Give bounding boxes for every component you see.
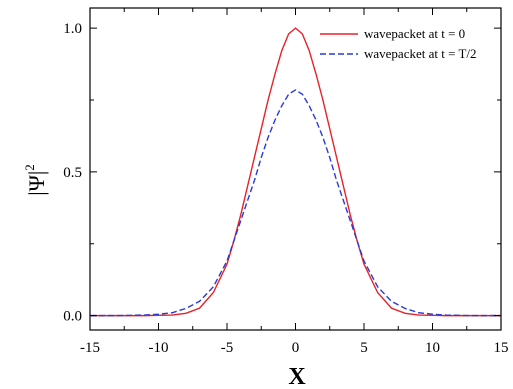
y-axis-title-group: |Ψ|2 xyxy=(22,164,49,196)
series-layer xyxy=(90,27,501,317)
series-line-2 xyxy=(90,89,501,317)
legend-label-2: wavepacket at t = T/2 xyxy=(364,46,477,61)
y-axis-title: |Ψ|2 xyxy=(22,164,49,196)
ticks-layer: -15 -10 -5 0 5 10 15 0.0 0.5 1.0 xyxy=(63,8,509,356)
y-axis-title-main: |Ψ| xyxy=(24,171,49,196)
y-tick-label: 1.0 xyxy=(63,21,82,37)
x-tick-label: -5 xyxy=(221,340,234,356)
legend-label-1: wavepacket at t = 0 xyxy=(364,26,465,41)
x-tick-label: -15 xyxy=(80,340,100,356)
x-tick-label: 15 xyxy=(494,340,509,356)
y-tick-label: 0.0 xyxy=(63,309,82,325)
y-tick-label: 0.5 xyxy=(63,165,82,181)
legend: wavepacket at t = 0 wavepacket at t = T/2 xyxy=(320,26,477,61)
y-axis-title-sup: 2 xyxy=(22,164,37,171)
x-tick-label: 0 xyxy=(292,340,300,356)
series-line-1 xyxy=(90,27,501,317)
x-tick-label: -10 xyxy=(149,340,169,356)
x-tick-label: 5 xyxy=(360,340,368,356)
x-axis-title: X xyxy=(288,364,306,389)
x-tick-label: 10 xyxy=(425,340,440,356)
